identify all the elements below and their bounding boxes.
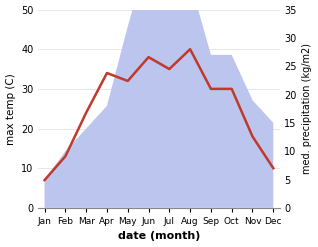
X-axis label: date (month): date (month) [118, 231, 200, 242]
Y-axis label: max temp (C): max temp (C) [5, 73, 16, 144]
Y-axis label: med. precipitation (kg/m2): med. precipitation (kg/m2) [302, 43, 313, 174]
